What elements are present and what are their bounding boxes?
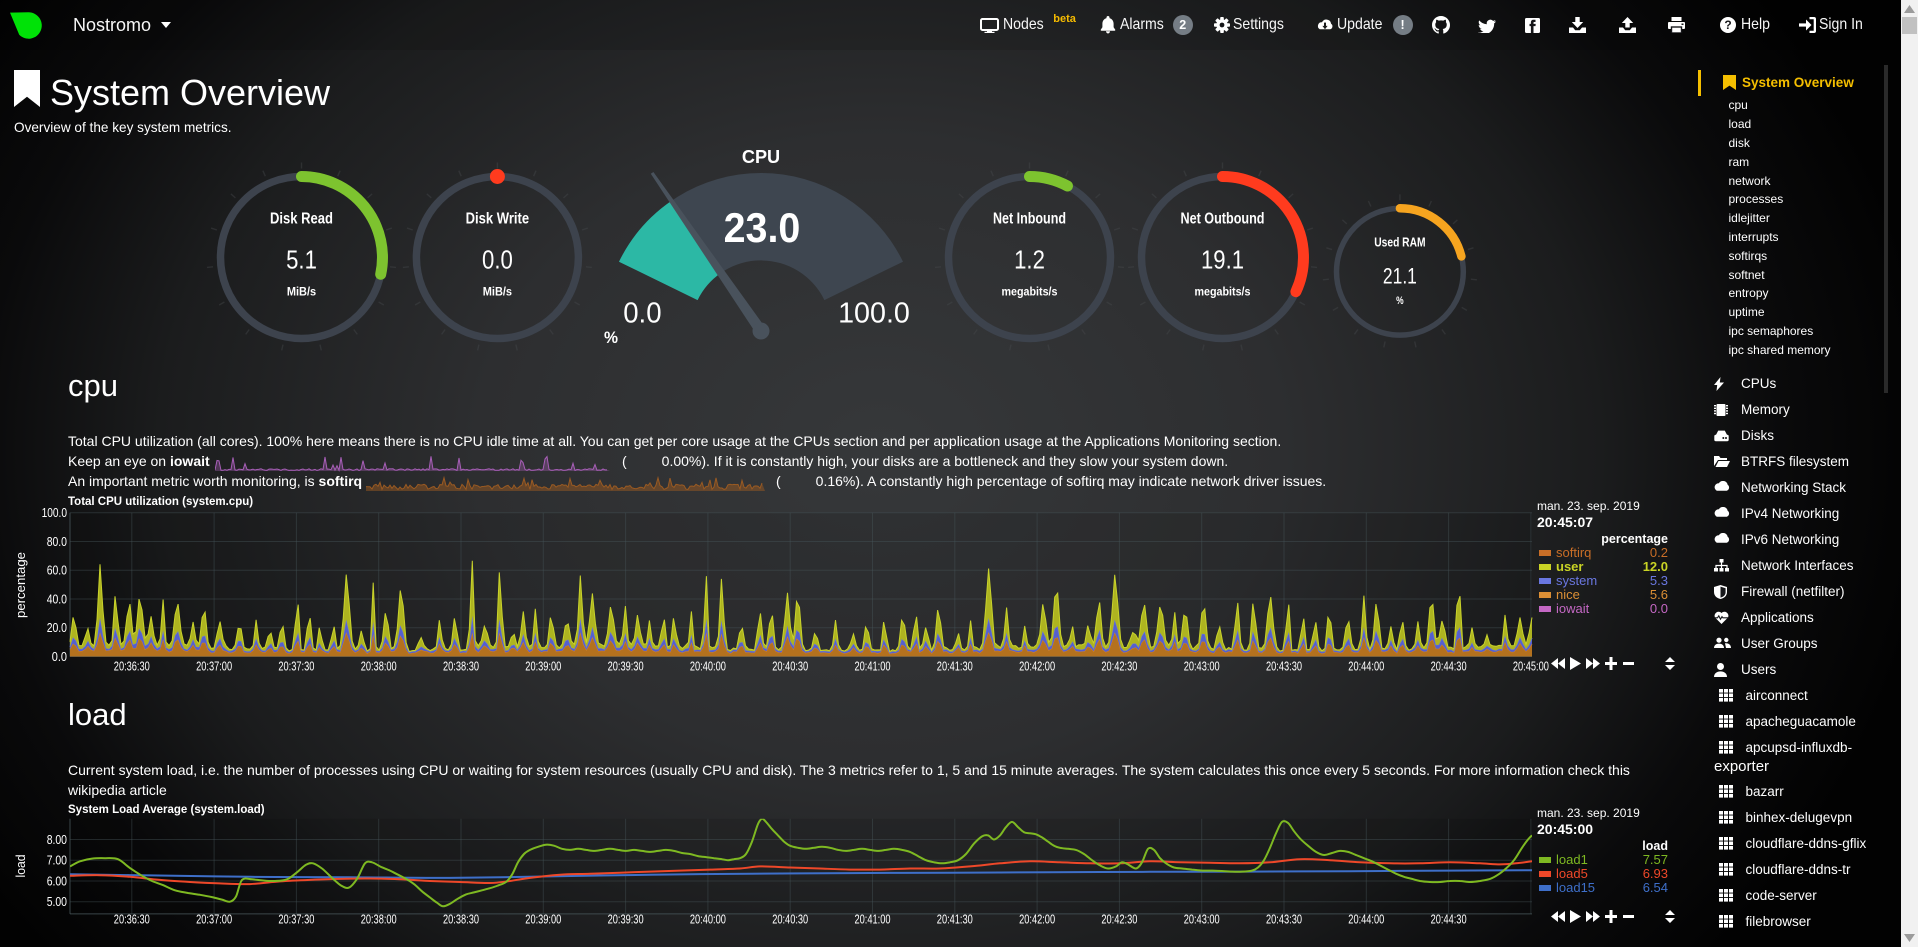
- svg-text:20:40:30: 20:40:30: [772, 658, 808, 673]
- svg-text:20:41:30: 20:41:30: [937, 912, 973, 927]
- svg-text:20:44:30: 20:44:30: [1431, 658, 1467, 673]
- svg-text:20:39:00: 20:39:00: [525, 658, 561, 673]
- svg-text:5.00: 5.00: [47, 894, 67, 909]
- svg-text:20:40:00: 20:40:00: [690, 912, 726, 927]
- svg-text:20:38:30: 20:38:30: [443, 912, 479, 927]
- svg-text:20:36:30: 20:36:30: [114, 912, 150, 927]
- svg-text:19.1: 19.1: [1201, 244, 1244, 274]
- svg-text:20:38:30: 20:38:30: [443, 658, 479, 673]
- svg-text:20:43:30: 20:43:30: [1266, 912, 1302, 927]
- svg-text:20:37:00: 20:37:00: [196, 658, 232, 673]
- svg-text:20:40:00: 20:40:00: [690, 658, 726, 673]
- svg-text:23.0: 23.0: [724, 205, 801, 251]
- svg-text:20:42:30: 20:42:30: [1101, 658, 1137, 673]
- svg-text:CPU: CPU: [742, 147, 780, 167]
- svg-text:8.00: 8.00: [47, 832, 67, 847]
- svg-text:20:43:00: 20:43:00: [1184, 912, 1220, 927]
- svg-text:21.1: 21.1: [1383, 263, 1417, 288]
- svg-text:20:41:30: 20:41:30: [937, 658, 973, 673]
- svg-text:?: ?: [1724, 18, 1731, 32]
- svg-text:20:44:00: 20:44:00: [1348, 912, 1384, 927]
- svg-text:1.2: 1.2: [1014, 244, 1045, 274]
- svg-text:load: load: [14, 854, 28, 877]
- svg-text:5.1: 5.1: [286, 244, 317, 274]
- svg-text:megabits/s: megabits/s: [1195, 285, 1251, 299]
- svg-text:20:38:00: 20:38:00: [361, 658, 397, 673]
- svg-text:20:45:00: 20:45:00: [1513, 658, 1549, 673]
- svg-text:MiB/s: MiB/s: [483, 285, 512, 299]
- svg-text:Net Outbound: Net Outbound: [1181, 210, 1265, 227]
- svg-text:20:38:00: 20:38:00: [361, 912, 397, 927]
- svg-text:20:41:00: 20:41:00: [855, 658, 891, 673]
- svg-text:20:43:30: 20:43:30: [1266, 658, 1302, 673]
- svg-text:20:42:00: 20:42:00: [1019, 658, 1055, 673]
- svg-text:20:42:30: 20:42:30: [1101, 912, 1137, 927]
- svg-text:20:37:30: 20:37:30: [278, 912, 314, 927]
- svg-text:0.0: 0.0: [52, 649, 67, 664]
- svg-text:20:39:30: 20:39:30: [608, 912, 644, 927]
- svg-text:percentage: percentage: [14, 552, 28, 618]
- svg-text:100.0: 100.0: [42, 505, 67, 520]
- svg-text:20:42:00: 20:42:00: [1019, 912, 1055, 927]
- svg-text:20.0: 20.0: [47, 620, 67, 635]
- svg-text:Disk Read: Disk Read: [270, 210, 333, 227]
- svg-text:20:40:30: 20:40:30: [772, 912, 808, 927]
- svg-text:20:39:30: 20:39:30: [608, 658, 644, 673]
- svg-text:20:37:30: 20:37:30: [278, 658, 314, 673]
- svg-text:Net Inbound: Net Inbound: [993, 210, 1066, 227]
- svg-text:20:36:30: 20:36:30: [114, 658, 150, 673]
- svg-text:20:37:00: 20:37:00: [196, 912, 232, 927]
- svg-text:100.0: 100.0: [838, 297, 910, 329]
- svg-text:6.00: 6.00: [47, 873, 67, 888]
- svg-text:20:43:00: 20:43:00: [1184, 658, 1220, 673]
- svg-text:20:41:00: 20:41:00: [855, 912, 891, 927]
- svg-text:20:39:00: 20:39:00: [525, 912, 561, 927]
- svg-text:40.0: 40.0: [47, 591, 67, 606]
- svg-text:MiB/s: MiB/s: [287, 285, 316, 299]
- svg-text:7.00: 7.00: [47, 853, 67, 868]
- svg-text:0.0: 0.0: [482, 244, 513, 274]
- svg-text:60.0: 60.0: [47, 563, 67, 578]
- svg-text:0.0: 0.0: [623, 297, 661, 329]
- svg-text:%: %: [604, 329, 618, 347]
- svg-text:80.0: 80.0: [47, 534, 67, 549]
- svg-text:20:44:00: 20:44:00: [1348, 658, 1384, 673]
- svg-text:megabits/s: megabits/s: [1002, 285, 1058, 299]
- svg-text:20:44:30: 20:44:30: [1431, 912, 1467, 927]
- svg-text:%: %: [1396, 295, 1404, 307]
- svg-text:Disk Write: Disk Write: [466, 210, 530, 227]
- svg-text:Used RAM: Used RAM: [1374, 236, 1425, 250]
